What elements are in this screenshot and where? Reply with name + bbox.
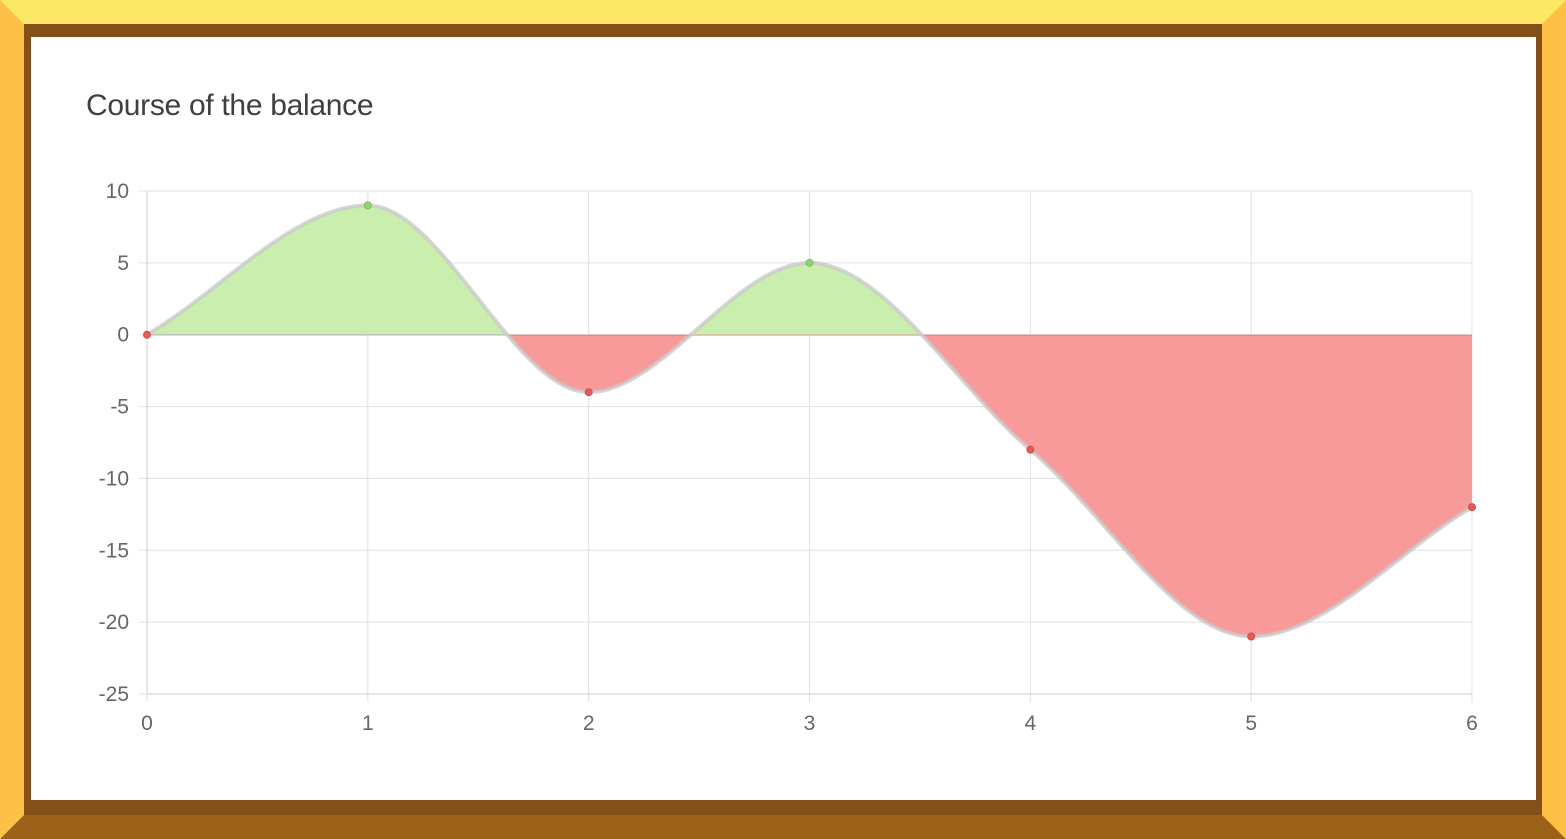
chart-panel: Course of the balance 10 5 0 -5 -10 -15 -20 -25… bbox=[31, 37, 1536, 800]
chart-title: Course of the balance bbox=[86, 89, 374, 122]
data-point bbox=[1026, 445, 1035, 454]
y-tick-label: 5 bbox=[117, 252, 129, 275]
data-point bbox=[1247, 632, 1256, 641]
x-tick-label: 5 bbox=[1245, 712, 1257, 735]
x-tick-label: 2 bbox=[583, 712, 595, 735]
y-tick-label: -20 bbox=[99, 611, 129, 634]
frame-bottom-bevel bbox=[0, 815, 1566, 839]
data-point bbox=[805, 258, 814, 267]
y-tick-label: -15 bbox=[99, 539, 129, 562]
x-tick-label: 3 bbox=[804, 712, 816, 735]
area-positive bbox=[147, 205, 1472, 335]
y-tick-label: -25 bbox=[99, 683, 129, 706]
y-tick-label: -5 bbox=[110, 396, 129, 419]
y-tick-label: -10 bbox=[99, 467, 129, 490]
y-tick-label: 0 bbox=[117, 324, 129, 347]
frame-top-bevel bbox=[0, 0, 1566, 24]
x-tick-label: 4 bbox=[1024, 712, 1036, 735]
frame-left-bevel bbox=[0, 0, 24, 839]
balance-chart: 10 5 0 -5 -10 -15 -20 -25 0 1 2 3 4 5 6 bbox=[99, 180, 1478, 735]
y-tick-label: 10 bbox=[106, 180, 129, 203]
data-point bbox=[363, 201, 372, 210]
data-point bbox=[584, 388, 593, 397]
frame-right-bevel bbox=[1542, 0, 1566, 839]
x-tick-label: 1 bbox=[362, 712, 374, 735]
x-tick-label: 6 bbox=[1466, 712, 1478, 735]
data-point bbox=[143, 330, 151, 339]
area-negative bbox=[507, 334, 1472, 637]
x-tick-label: 0 bbox=[141, 712, 153, 735]
data-point bbox=[1468, 503, 1476, 512]
